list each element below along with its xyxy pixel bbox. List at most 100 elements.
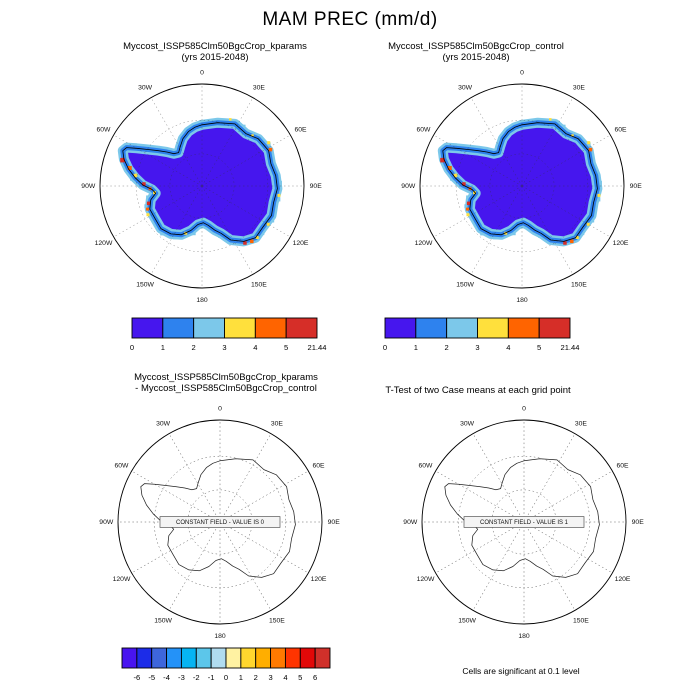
coastline [444, 458, 600, 578]
svg-text:2: 2 [254, 673, 258, 682]
colorbar-difference: -6 -5 -4 -3 -2 -1 0 1 2 3 4 5 6 [121, 647, 331, 682]
antarctica-map-kparams: 0 30E 60E 90E 120E 150E 180 150W 120W 90W 60W 30W [81, 70, 322, 304]
svg-text:30W: 30W [458, 85, 473, 92]
constant-field-label: CONSTANT FIELD - VALUE IS 0 [176, 520, 265, 526]
map-content [140, 458, 296, 578]
svg-text:30E: 30E [575, 421, 588, 428]
svg-text:-2: -2 [193, 673, 200, 682]
svg-text:-5: -5 [148, 673, 155, 682]
panel-title-line2: (yrs 2015-2048) [442, 51, 510, 63]
svg-text:180: 180 [516, 297, 528, 304]
svg-text:60W: 60W [115, 462, 130, 469]
svg-text:2: 2 [192, 343, 196, 352]
svg-text:120W: 120W [113, 576, 131, 583]
svg-text:-1: -1 [208, 673, 215, 682]
colorbar-boxes [131, 317, 318, 339]
svg-text:180: 180 [214, 633, 226, 640]
svg-text:150E: 150E [573, 618, 589, 625]
svg-text:120E: 120E [311, 576, 327, 583]
svg-text:6: 6 [313, 673, 317, 682]
map-content [437, 117, 603, 247]
colorbar-precip-control: 0 1 2 3 4 5 21.44 [383, 317, 580, 352]
svg-text:4: 4 [283, 673, 287, 682]
svg-text:5: 5 [284, 343, 288, 352]
coastline [442, 122, 598, 242]
svg-text:90W: 90W [81, 183, 96, 190]
svg-text:60W: 60W [419, 462, 434, 469]
svg-text:30E: 30E [253, 85, 266, 92]
map-boundary [419, 83, 625, 289]
colorbar-boxes [121, 647, 331, 669]
svg-text:1: 1 [414, 343, 418, 352]
panel-title-top-right: Myccost_ISSP585Clm50BgcCrop_control (yrs… [326, 41, 626, 63]
svg-text:120W: 120W [417, 576, 435, 583]
svg-text:30W: 30W [156, 421, 171, 428]
panel-title-top-left: Myccost_ISSP585Clm50BgcCrop_kparams (yrs… [65, 41, 365, 63]
svg-text:3: 3 [475, 343, 479, 352]
panel-title-bottom-right: T-Test of two Case means at each grid po… [328, 385, 628, 397]
longitude-labels: 0 30E 60E 90E 120E 150E 180 150W 120W 90W 60W 30W [81, 70, 322, 304]
constant-field-label: CONSTANT FIELD - VALUE IS 1 [480, 520, 569, 526]
constant-field-box [159, 516, 281, 528]
svg-text:21.44: 21.44 [560, 343, 579, 352]
antarctica-map-ttest: 0 30E 60E 90E 120E 150E 180 150W 120W 90W 60W 30W CO… [403, 406, 644, 640]
svg-text:30E: 30E [573, 85, 586, 92]
panel-title-line2: (yrs 2015-2048) [181, 51, 249, 63]
svg-text:150W: 150W [154, 618, 172, 625]
svg-text:90E: 90E [630, 183, 643, 190]
antarctica-map-difference: 0 30E 60E 90E 120E 150E 180 150W 120W 90W 60W 30W CO… [99, 406, 340, 640]
svg-text:0: 0 [383, 343, 387, 352]
svg-text:0: 0 [520, 70, 524, 77]
svg-text:120W: 120W [415, 240, 433, 247]
panel-title-line1: Myccost_ISSP585Clm50BgcCrop_kparams [134, 372, 318, 383]
panel-title-line1: T-Test of two Case means at each grid po… [385, 385, 571, 396]
svg-text:0: 0 [130, 343, 134, 352]
svg-text:120E: 120E [293, 240, 309, 247]
svg-text:2: 2 [445, 343, 449, 352]
map-content [444, 458, 600, 578]
svg-text:3: 3 [222, 343, 226, 352]
svg-text:120E: 120E [615, 576, 631, 583]
svg-text:30E: 30E [271, 421, 284, 428]
svg-text:-3: -3 [178, 673, 185, 682]
svg-text:1: 1 [239, 673, 243, 682]
svg-text:180: 180 [518, 633, 530, 640]
panel-title-line1: Myccost_ISSP585Clm50BgcCrop_kparams [123, 41, 307, 52]
svg-text:60W: 60W [417, 126, 432, 133]
constant-field-box [463, 516, 585, 528]
longitude-labels: 0 30E 60E 90E 120E 150E 180 150W 120W 90W 60W 30W [403, 406, 644, 640]
svg-text:60E: 60E [614, 126, 627, 133]
svg-text:30W: 30W [138, 85, 153, 92]
svg-text:90E: 90E [328, 519, 341, 526]
svg-text:5: 5 [537, 343, 541, 352]
svg-text:180: 180 [196, 297, 208, 304]
svg-text:4: 4 [506, 343, 510, 352]
coastline [140, 458, 296, 578]
svg-text:150E: 150E [269, 618, 285, 625]
antarctica-map-control: 0 30E 60E 90E 120E 150E 180 150W 120W 90W 60W 30W [401, 70, 642, 304]
map-boundary [421, 419, 627, 625]
svg-text:150E: 150E [571, 282, 587, 289]
svg-text:30W: 30W [460, 421, 475, 428]
longitude-labels: 0 30E 60E 90E 120E 150E 180 150W 120W 90W 60W 30W [401, 70, 642, 304]
colorbar-tick-labels: -6 -5 -4 -3 -2 -1 0 1 2 3 4 5 6 [133, 673, 317, 682]
svg-text:120W: 120W [95, 240, 113, 247]
svg-text:1: 1 [161, 343, 165, 352]
map-content [117, 117, 283, 247]
svg-text:90E: 90E [632, 519, 645, 526]
svg-text:0: 0 [522, 406, 526, 413]
colorbar-tick-labels: 0 1 2 3 4 5 21.44 [130, 343, 327, 352]
longitude-labels: 0 30E 60E 90E 120E 150E 180 150W 120W 90W 60W 30W [99, 406, 340, 640]
svg-text:150W: 150W [458, 618, 476, 625]
colorbar-precip-kparams: 0 1 2 3 4 5 21.44 [130, 317, 327, 352]
colorbar-tick-labels: 0 1 2 3 4 5 21.44 [383, 343, 580, 352]
svg-text:0: 0 [218, 406, 222, 413]
svg-text:4: 4 [253, 343, 257, 352]
svg-text:3: 3 [268, 673, 272, 682]
svg-text:60E: 60E [616, 462, 629, 469]
svg-text:90W: 90W [401, 183, 416, 190]
svg-text:0: 0 [200, 70, 204, 77]
svg-text:-4: -4 [163, 673, 170, 682]
coastline [122, 122, 278, 242]
